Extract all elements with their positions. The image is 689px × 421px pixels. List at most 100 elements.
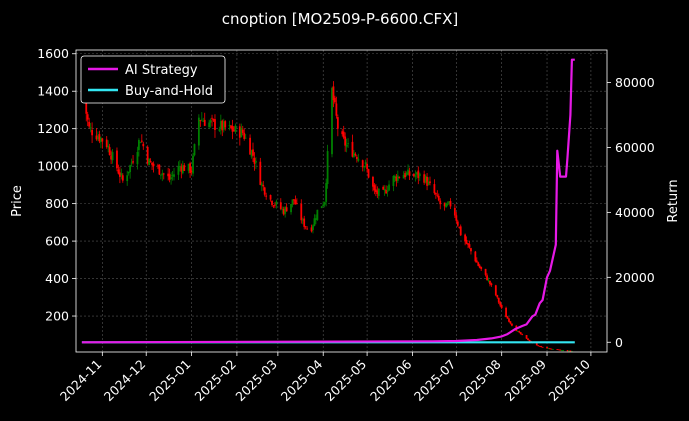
candle-body (148, 159, 151, 166)
candle-body (357, 158, 360, 161)
candle-body (562, 350, 565, 352)
candle-body (142, 143, 145, 147)
y-left-tick-label: 1200 (37, 121, 69, 136)
candle-body (285, 207, 288, 212)
candle-body (249, 137, 251, 155)
y-left-tick-label: 1600 (37, 46, 69, 61)
candle-body (376, 190, 379, 195)
candle-body (157, 165, 159, 167)
candle-body (550, 348, 553, 350)
candle-body (95, 135, 98, 140)
candle-body (312, 225, 314, 230)
candle-body (224, 121, 227, 128)
candle-body (366, 163, 368, 170)
candle-body (202, 121, 205, 122)
candle-body (377, 188, 380, 196)
candle-body (121, 175, 124, 181)
candle-body (218, 129, 221, 131)
candle-body (211, 117, 213, 119)
candle-body (487, 280, 490, 281)
candle-body (138, 140, 140, 151)
candle-body (478, 265, 481, 268)
candle-body (385, 190, 388, 194)
candle-body (88, 121, 91, 127)
candle-body (347, 143, 349, 145)
candle-body (557, 349, 560, 351)
candle-body (158, 164, 161, 175)
candle-body (281, 208, 284, 210)
y-left-tick-label: 200 (45, 309, 69, 324)
candle-body (398, 177, 401, 178)
candle-body (556, 349, 559, 350)
candle-body (161, 173, 164, 176)
candle-body (111, 152, 114, 161)
legend-label-ai-strategy: AI Strategy (125, 63, 198, 78)
candle-body (569, 350, 572, 352)
candle-body (199, 120, 202, 122)
candle-body (187, 163, 190, 171)
candle-body (551, 349, 554, 350)
candle-body (269, 195, 272, 200)
candle-body (200, 119, 203, 121)
candle-body (139, 142, 142, 144)
return-lines (81, 58, 575, 344)
candle-body (455, 215, 458, 221)
candle-body (480, 266, 483, 270)
legend-label-buy-and-hold: Buy-and-Hold (125, 84, 213, 99)
candle-body (118, 172, 121, 177)
candle-body (464, 234, 467, 242)
candle-body (417, 170, 420, 178)
candle-body (433, 184, 436, 194)
candle-body (259, 161, 262, 185)
candle-body (323, 202, 326, 205)
candle-body (253, 158, 256, 164)
y-left-tick-label: 600 (45, 234, 69, 249)
candle-body (149, 160, 152, 163)
candle-body (423, 174, 426, 183)
candle-body (374, 189, 377, 192)
candle-body (382, 186, 385, 190)
candle-body (98, 134, 101, 142)
candle-body (310, 227, 313, 232)
candle-body (208, 122, 211, 128)
candle-body (566, 350, 569, 352)
candle-body (353, 152, 355, 157)
candle-body (499, 302, 502, 306)
candle-body (241, 129, 244, 133)
candle-body (325, 183, 328, 202)
candle-body (511, 323, 513, 326)
candle-body (293, 199, 295, 201)
candle-body (282, 208, 285, 215)
candle-body (336, 117, 339, 129)
candle-body (388, 184, 390, 191)
ai-strategy-line (81, 58, 575, 344)
candle-body (470, 248, 472, 252)
candle-body (275, 201, 278, 205)
candle-body (116, 150, 118, 169)
candle-body (446, 203, 449, 205)
candle-body (453, 207, 456, 216)
candle-body (429, 181, 431, 183)
candle-body (467, 243, 469, 245)
y-axis-right: 0 20000 40000 60000 80000 (607, 75, 655, 350)
candle-body (506, 316, 509, 319)
candle-body (230, 125, 232, 129)
candle-body (130, 162, 133, 164)
candle-body (568, 350, 570, 352)
candle-body (107, 145, 110, 148)
candle-body (456, 221, 459, 226)
candle-body (345, 144, 348, 147)
candle-body (445, 203, 447, 208)
candle-body (404, 173, 407, 178)
y-right-tick-label: 40000 (615, 205, 655, 220)
candle-body (497, 297, 500, 303)
legend: AI Strategy Buy-and-Hold (80, 55, 226, 104)
candle-body (341, 131, 344, 135)
candle-body (521, 334, 524, 335)
candle-body (427, 181, 430, 185)
y-left-tick-label: 800 (45, 196, 69, 211)
candle-body (178, 166, 181, 167)
candle-body (402, 175, 405, 179)
candle-body (240, 127, 243, 138)
